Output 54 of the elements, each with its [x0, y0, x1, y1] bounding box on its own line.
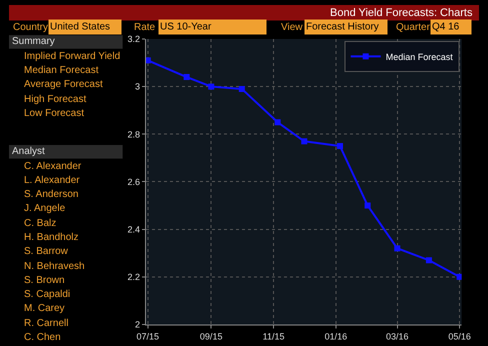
y-tick-label: 2.6: [127, 176, 140, 187]
text: Low Forecast: [24, 108, 84, 119]
text: L. Alexander: [24, 175, 80, 186]
text: S. Brown: [24, 275, 65, 286]
point: [426, 257, 432, 264]
text: N. Behravesh: [24, 261, 85, 272]
text: R. Carnell: [24, 318, 68, 329]
y-tick-label: 2.8: [127, 129, 140, 140]
y-tick-label: 3: [134, 82, 140, 92]
text: J. Angele: [24, 203, 66, 214]
text: United States: [50, 22, 110, 32]
text: View: [281, 22, 304, 33]
point: [301, 138, 308, 144]
point: [364, 202, 371, 209]
text: S. Anderson: [24, 189, 78, 200]
point: [208, 84, 214, 90]
text: S. Barrow: [24, 246, 69, 257]
point: [337, 143, 343, 150]
chart-title: Bond Yield Forecasts: Charts: [330, 7, 473, 19]
text: C. Alexander: [24, 161, 82, 172]
point: [184, 74, 190, 80]
text: US 10-Year: [160, 22, 212, 32]
text: Analyst: [12, 146, 46, 157]
text: Implied Forward Yield: [24, 51, 120, 62]
text: High Forecast: [24, 94, 86, 105]
text: Quarter: [396, 22, 431, 33]
text: Country: [13, 22, 48, 33]
text: C. Balz: [24, 218, 56, 229]
point: [456, 274, 462, 280]
x-tick-label: 09/15: [200, 331, 222, 342]
text: S. Capaldi: [24, 289, 70, 300]
x-tick-label: 07/15: [136, 331, 160, 342]
point: [238, 86, 245, 92]
text: Summary: [12, 36, 55, 47]
text: H. Bandholz: [24, 232, 78, 243]
text: M. Carey: [24, 303, 65, 314]
x-tick-label: 03/16: [386, 331, 409, 342]
x-tick-label: 01/16: [324, 331, 348, 342]
point: [274, 119, 281, 126]
x-tick-label: 05/16: [448, 331, 471, 342]
y-tick-label: 2.2: [127, 272, 140, 282]
text: Q4 16: [432, 22, 460, 32]
point: [394, 245, 400, 252]
point: [146, 57, 151, 64]
y-tick-label: 2: [134, 320, 140, 330]
x-tick-label: 11/15: [262, 331, 284, 342]
y-tick-label: 3.2: [127, 34, 140, 44]
text: Forecast History: [306, 22, 379, 32]
text: C. Chen: [24, 332, 61, 343]
legend-label: Median Forecast: [386, 52, 454, 62]
text: Average Forecast: [24, 79, 103, 90]
text: Median Forecast: [24, 65, 99, 76]
y-tick-label: 2.4: [127, 224, 140, 234]
text: Rate: [134, 22, 156, 33]
